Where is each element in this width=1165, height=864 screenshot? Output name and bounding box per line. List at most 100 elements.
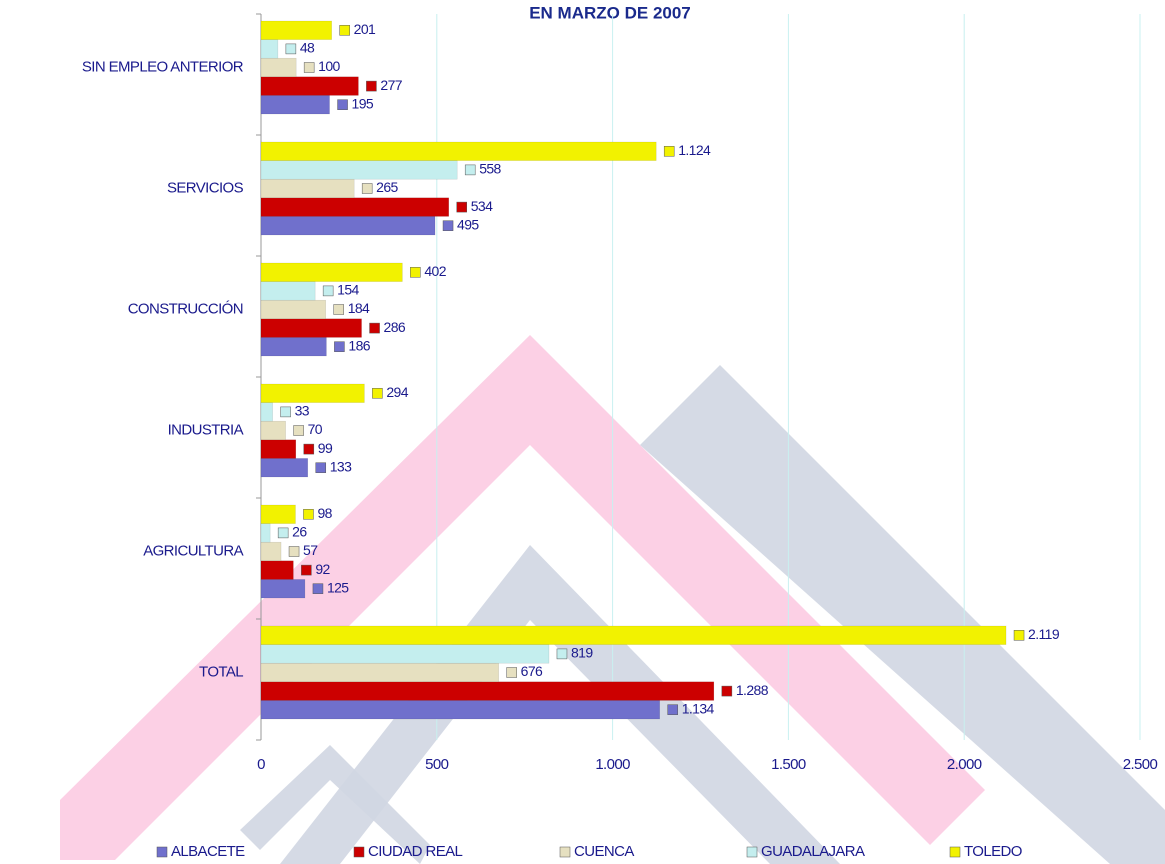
- value-label: 1.134: [682, 700, 715, 716]
- value-label: 99: [318, 440, 333, 456]
- bar: [260, 281, 316, 301]
- value-label: 2.119: [1028, 626, 1060, 642]
- bar: [260, 95, 330, 115]
- x-tick-label: 1.500: [771, 756, 806, 773]
- bar: [260, 523, 271, 543]
- x-tick-label: 1.000: [595, 756, 630, 773]
- value-label-marker: [1013, 630, 1025, 641]
- value-label: 26: [292, 524, 307, 540]
- value-label: 70: [308, 421, 323, 437]
- value-label-marker: [293, 425, 304, 436]
- value-label-marker: [303, 62, 315, 73]
- category-label: CONSTRUCCIÓN: [128, 300, 243, 317]
- bar: [260, 700, 660, 720]
- bar: [260, 20, 332, 40]
- value-label: 277: [380, 77, 402, 93]
- value-label-marker: [333, 304, 344, 315]
- value-label: 265: [376, 179, 398, 195]
- legend-label: ALBACETE: [171, 843, 245, 860]
- bar: [260, 39, 279, 59]
- legend-label: GUADALAJARA: [761, 843, 865, 860]
- value-label: 57: [303, 542, 318, 558]
- legend-label: CIUDAD REAL: [368, 843, 463, 860]
- legend-marker: [559, 846, 571, 858]
- value-label: 1.288: [736, 682, 769, 698]
- bar: [260, 681, 715, 701]
- x-tick-label: 2.000: [947, 756, 982, 773]
- value-label-marker: [337, 99, 348, 110]
- value-label-marker: [464, 164, 476, 176]
- bar: [260, 644, 550, 664]
- value-label: 186: [348, 337, 370, 353]
- value-label-marker: [280, 406, 291, 418]
- bar: [260, 318, 362, 338]
- value-label-marker: [667, 704, 678, 715]
- value-label: 154: [337, 282, 359, 298]
- bar: [260, 402, 273, 422]
- value-label: 819: [571, 645, 593, 661]
- bar: [260, 420, 286, 441]
- bar: [260, 197, 450, 217]
- value-label: 534: [471, 198, 493, 214]
- bar: [260, 560, 294, 580]
- value-label-marker: [506, 667, 517, 678]
- value-label-marker: [334, 341, 345, 352]
- value-label-marker: [372, 388, 383, 399]
- value-label-marker: [663, 146, 675, 157]
- legend-marker: [156, 846, 168, 858]
- value-label: 92: [315, 561, 330, 577]
- category-label: SIN EMPLEO ANTERIOR: [82, 58, 244, 75]
- x-tick-label: 0: [257, 756, 265, 773]
- bar: [260, 216, 436, 236]
- x-tick-label: 2.500: [1123, 756, 1158, 773]
- value-label-marker: [442, 220, 454, 231]
- value-label-marker: [361, 183, 373, 194]
- value-label-marker: [366, 80, 377, 92]
- value-label-marker: [339, 25, 350, 36]
- value-label: 184: [348, 300, 370, 316]
- bar: [260, 160, 458, 180]
- value-label-marker: [410, 267, 421, 278]
- value-label-marker: [277, 527, 289, 539]
- chart-title: EN MARZO DE 2007: [529, 3, 691, 22]
- bar: [260, 178, 355, 199]
- legend-label: TOLEDO: [964, 843, 1022, 860]
- bar: [260, 458, 309, 478]
- bar: [260, 141, 657, 161]
- category-label: INDUSTRIA: [168, 421, 244, 438]
- value-label: 100: [318, 58, 340, 74]
- value-label-marker: [369, 322, 380, 334]
- background-decoration: [60, 335, 1165, 864]
- value-label-marker: [312, 583, 324, 594]
- value-label: 125: [327, 579, 349, 595]
- value-label-marker: [285, 43, 297, 55]
- value-label-marker: [456, 201, 468, 213]
- value-label: 402: [424, 263, 446, 279]
- value-label-marker: [556, 648, 568, 660]
- bar: [260, 579, 306, 599]
- value-label: 195: [352, 95, 374, 111]
- value-label: 98: [317, 505, 332, 521]
- bar: [260, 337, 327, 357]
- value-label-marker: [322, 285, 334, 297]
- value-label: 133: [330, 458, 352, 474]
- legend-label: CUENCA: [574, 843, 634, 860]
- value-label-marker: [721, 685, 733, 697]
- bar: [260, 57, 297, 78]
- bar: [260, 439, 297, 459]
- value-label: 48: [300, 40, 315, 56]
- legend-marker: [353, 846, 365, 858]
- value-label: 1.124: [678, 142, 711, 158]
- bar: [260, 504, 296, 524]
- value-label: 676: [521, 663, 543, 679]
- bar: [260, 383, 365, 403]
- x-tick-label: 500: [425, 756, 448, 773]
- value-label: 495: [457, 216, 479, 232]
- bar: [260, 262, 403, 282]
- value-label-marker: [303, 443, 315, 455]
- legend-marker: [746, 846, 758, 858]
- value-label: 33: [295, 403, 310, 419]
- value-label-marker: [288, 546, 300, 557]
- bar: [260, 299, 326, 320]
- bar: [260, 76, 359, 96]
